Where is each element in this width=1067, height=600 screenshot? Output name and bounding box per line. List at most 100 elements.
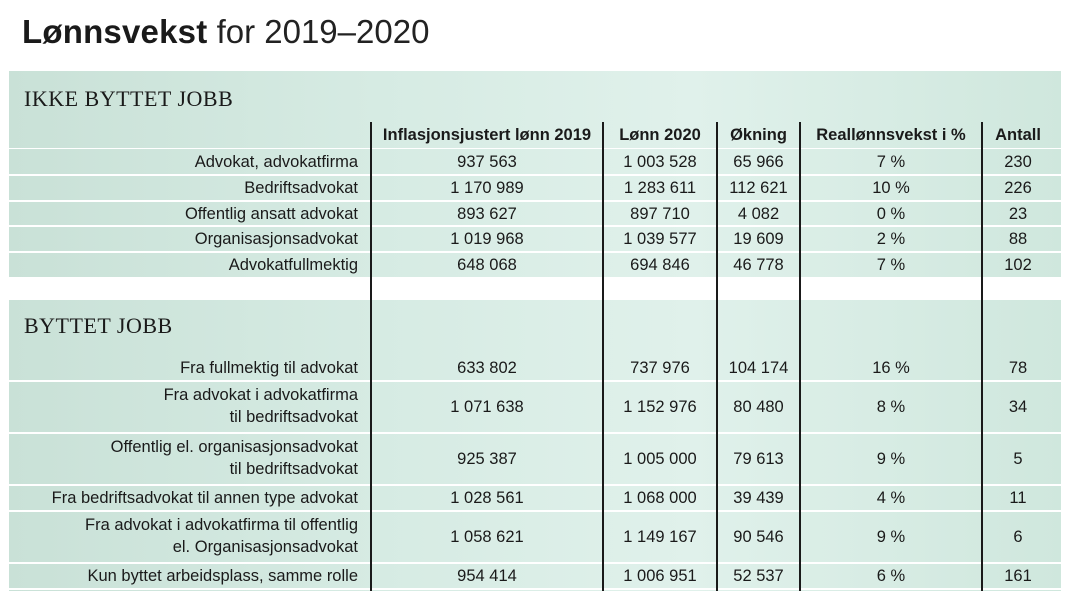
row-separator: [9, 510, 1061, 512]
row-label: Organisasjonsadvokat: [195, 228, 358, 250]
row-separator: [9, 200, 1061, 202]
table-cell: 102: [1004, 256, 1032, 274]
table-cell: 0 %: [876, 204, 906, 223]
table-cell: 19 609: [733, 230, 784, 248]
table-cell: 1 006 951: [623, 567, 697, 585]
table-cell: 1 071 638: [450, 398, 524, 416]
row-label-line: Advokat, advokatfirma: [194, 153, 358, 171]
table-cell: 79 613: [733, 450, 784, 468]
table-cell: 23: [1008, 204, 1028, 223]
row-label: Bedriftsadvokat: [244, 177, 358, 199]
table-cell: 46 778: [733, 256, 784, 274]
row-label: Offentlig el. organisasjonsadvokat til be…: [111, 436, 358, 480]
table-cell: 11: [1009, 489, 1027, 507]
table-cell: 737 976: [630, 359, 690, 377]
column-divider: [799, 122, 801, 591]
table-cell: 1 283 611: [623, 179, 697, 197]
table-row: Fra fullmektig til advokat 633 802 737 976…: [0, 355, 1067, 381]
section-title-switched: BYTTET JOBB: [24, 313, 173, 338]
table-cell: 1 003 528: [623, 153, 697, 171]
table-cell: 161: [1004, 567, 1032, 585]
column-divider: [370, 122, 372, 591]
row-separator: [9, 251, 1061, 253]
row-separator: [9, 432, 1061, 434]
row-label-line: Fra advokat i advokatfirma til offentlig: [85, 516, 358, 534]
table-cell: 9 %: [876, 450, 906, 468]
row-label: Fra fullmektig til advokat: [180, 357, 358, 379]
table-cell: 648 068: [457, 256, 517, 274]
table-cell: 6 %: [876, 567, 906, 585]
table-cell: 1 019 968: [450, 230, 524, 248]
row-label-line: Fra advokat i advokatfirma: [163, 386, 358, 404]
table-row: Advokat, advokatfirma 937 563 1 003 528 65 …: [0, 149, 1067, 175]
table-cell: 694 846: [630, 256, 690, 274]
column-divider: [602, 122, 604, 591]
row-label: Fra advokat i advokatfirma til bedriftsad…: [164, 384, 358, 428]
row-label-line: Fra bedriftsadvokat til annen type advok…: [51, 489, 358, 507]
row-label-line: Bedriftsadvokat: [244, 179, 358, 197]
row-label-line: til bedriftsadvokat: [229, 460, 358, 478]
table-cell: 78: [1008, 359, 1028, 377]
table-cell: 4 %: [876, 489, 906, 507]
row-label-line: Advokatfullmektig: [228, 256, 358, 274]
table-row: Bedriftsadvokat 1 170 989 1 283 611 112 621…: [0, 175, 1067, 201]
row-separator: [9, 588, 1061, 590]
table-cell: 893 627: [457, 204, 517, 223]
row-label: Fra bedriftsadvokat til annen type advok…: [52, 487, 358, 509]
row-label-line: Offentlig ansatt advokat: [184, 204, 358, 223]
table-row: Offentlig el. organisasjonsadvokat til be…: [0, 433, 1067, 485]
row-separator: [9, 148, 1061, 149]
table-cell: 897 710: [630, 204, 690, 223]
table-row: Fra advokat i advokatfirma til bedriftsad…: [0, 381, 1067, 433]
table-cell: 633 802: [457, 359, 517, 377]
column-header-count: Antall: [995, 126, 1041, 144]
table-cell: 1 152 976: [623, 398, 697, 416]
table-cell: 1 149 167: [623, 528, 697, 546]
table-cell: 1 068 000: [623, 489, 697, 507]
row-separator: [9, 484, 1061, 486]
title-rest: for 2019–2020: [216, 13, 430, 50]
table-cell: 112 621: [729, 179, 788, 197]
table-cell: 1 005 000: [623, 450, 697, 468]
column-header-salary-2020: Lønn 2020: [619, 126, 701, 144]
table-cell: 88: [1008, 230, 1028, 248]
table-cell: 80 480: [733, 398, 784, 416]
row-separator: [9, 225, 1061, 227]
table-row: Advokatfullmektig 648 068 694 846 46 778 7 %…: [0, 252, 1067, 278]
table-row: Kun byttet arbeidsplass, samme rolle 954 …: [0, 563, 1067, 589]
section-title-not-switched: IKKE BYTTET JOBB: [24, 86, 234, 111]
row-separator: [9, 380, 1061, 382]
title-bold: Lønnsvekst: [22, 13, 208, 50]
table-cell: 39 439: [733, 489, 784, 507]
table-cell: 8 %: [876, 398, 906, 416]
table-cell: 34: [1008, 398, 1028, 416]
row-label-line: Kun byttet arbeidsplass, samme rolle: [87, 567, 358, 585]
table-cell: 16 %: [872, 359, 910, 377]
row-label: Offentlig ansatt advokat: [185, 203, 358, 225]
table-cell: 925 387: [457, 450, 517, 468]
row-separator: [9, 174, 1061, 176]
table-cell: 7 %: [876, 153, 906, 171]
table-cell: 4 082: [737, 204, 780, 223]
row-label-line: til bedriftsadvokat: [229, 408, 358, 426]
column-header-real-growth: Reallønnsvekst i %: [816, 126, 966, 144]
row-label-line: Fra fullmektig til advokat: [180, 359, 358, 377]
table-cell: 6: [1013, 528, 1023, 546]
column-divider: [981, 122, 983, 591]
table-cell: 230: [1004, 153, 1032, 171]
row-label: Kun byttet arbeidsplass, samme rolle: [87, 565, 358, 587]
table-cell: 954 414: [457, 567, 517, 585]
row-label: Advokatfullmektig: [229, 254, 358, 276]
table-cell: 2 %: [876, 230, 906, 248]
table-cell: 9 %: [876, 528, 906, 546]
table-cell: 937 563: [457, 153, 517, 171]
table-cell: 7 %: [876, 256, 906, 274]
table-cell: 65 966: [733, 153, 784, 171]
table-row: Fra advokat i advokatfirma til offentlig…: [0, 511, 1067, 563]
row-label: Advokat, advokatfirma: [195, 151, 358, 173]
row-separator: [9, 562, 1061, 564]
table-row: Organisasjonsadvokat 1 019 968 1 039 577 19…: [0, 226, 1067, 252]
table-row: Fra bedriftsadvokat til annen type advok…: [0, 485, 1067, 511]
row-label-line: Organisasjonsadvokat: [194, 230, 358, 248]
table-cell: 1 039 577: [623, 230, 697, 248]
